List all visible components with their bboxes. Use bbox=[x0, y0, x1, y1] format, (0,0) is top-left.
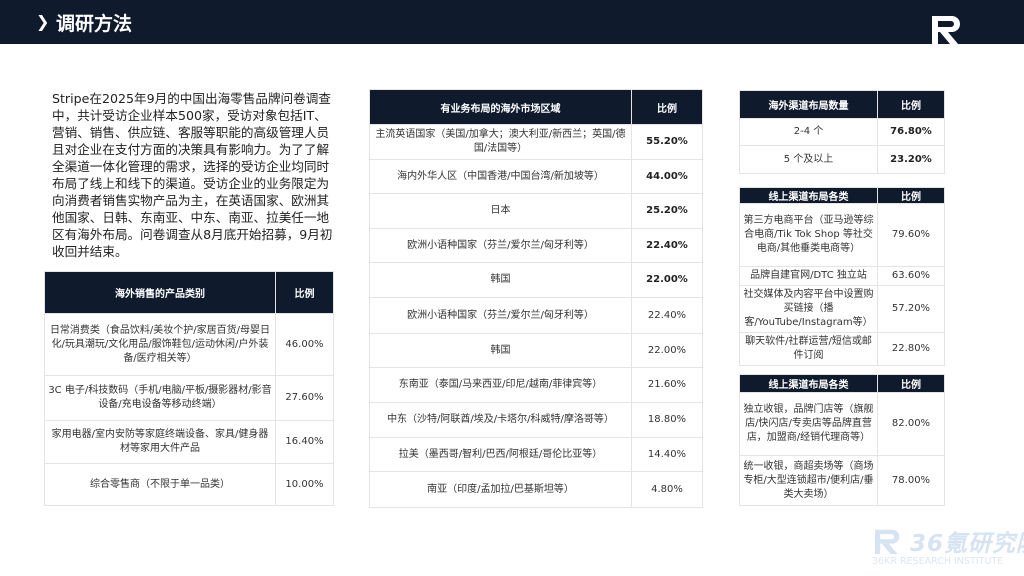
ratio-cell: 27.60% bbox=[275, 375, 334, 421]
label-cell: 主流英语国家（美国/加拿大；澳大利亚/新西兰；英国/德国/法国等） bbox=[369, 124, 632, 160]
label-cell: 拉美（墨西哥/智利/巴西/阿根廷/哥伦比亚等） bbox=[369, 437, 632, 472]
ratio-cell: 55.20% bbox=[631, 124, 703, 160]
watermark-logo-icon bbox=[875, 529, 900, 554]
table-row: 日常消费类（食品饮料/美妆个护/家居百货/母婴日化/玩具潮玩/文化用品/服饰鞋包… bbox=[44, 313, 334, 376]
label-cell: 日常消费类（食品饮料/美妆个护/家居百货/母婴日化/玩具潮玩/文化用品/服饰鞋包… bbox=[44, 313, 276, 376]
table-row: 欧洲小语种国家（芬兰/爱尔兰/匈牙利等） 22.40% bbox=[369, 228, 703, 263]
ratio-cell: 82.00% bbox=[877, 392, 945, 456]
chevron-right-icon: ❯ bbox=[36, 12, 50, 31]
label-cell: 品牌自建官网/DTC 独立站 bbox=[739, 266, 878, 286]
label-cell: 2-4 个 bbox=[739, 118, 878, 146]
label-cell: 海内外华人区（中国香港/中国台湾/新加坡等） bbox=[369, 159, 632, 194]
ratio-cell: 4.80% bbox=[631, 471, 703, 508]
label-cell: 第三方电商平台（亚马逊等综合电商/Tik Tok Shop 等社交电商/其他垂类… bbox=[739, 203, 878, 267]
table-row: 日本 25.20% bbox=[369, 193, 703, 229]
ratio-cell: 14.40% bbox=[631, 437, 703, 472]
table-row: 第三方电商平台（亚马逊等综合电商/Tik Tok Shop 等社交电商/其他垂类… bbox=[739, 203, 945, 267]
column-header: 线上渠道布局各类 bbox=[739, 374, 878, 393]
column-header: 比例 bbox=[877, 90, 945, 119]
column-header: 比例 bbox=[877, 187, 945, 204]
table-row: 2-4 个 76.80% bbox=[739, 118, 945, 146]
table-row: 统一收银，商超卖场等（商场专柜/大型连锁超市/便利店/垂类大卖场） 78.00% bbox=[739, 455, 945, 506]
label-cell: 社交媒体及内容平台中设置购买链接（播客/YouTube/Instagram等） bbox=[739, 285, 878, 333]
label-cell: 欧洲小语种国家（芬兰/爱尔兰/匈牙利等） bbox=[369, 297, 632, 334]
offline-channel-table: 线上渠道布局各类 比例 独立收银，品牌门店等（旗舰店/快闪店/专卖店等品牌直营店，加… bbox=[739, 374, 945, 506]
ratio-cell: 79.60% bbox=[877, 203, 945, 267]
intro-paragraph: Stripe在2025年9月的中国出海零售品牌问卷调查中，共计受访企业样本500… bbox=[52, 91, 333, 259]
table-row: 聊天软件/社群运营/短信或邮件订阅 22.80% bbox=[739, 332, 945, 366]
label-cell: 南亚（印度/孟加拉/巴基斯坦等） bbox=[369, 471, 632, 508]
column-header: 有业务布局的海外市场区域 bbox=[369, 89, 632, 125]
table-row: 家用电器/室内安防等家庭终端设备、家具/健身器材等家用大件产品 16.40% bbox=[44, 420, 334, 464]
table-row: 中东（沙特/阿联酋/埃及/卡塔尔/科威特/摩洛哥等） 18.80% bbox=[369, 402, 703, 438]
online-channel-table: 线上渠道布局各类 比例 第三方电商平台（亚马逊等综合电商/Tik Tok Shop … bbox=[739, 187, 945, 366]
watermark-cn: 36氪研究院 bbox=[910, 531, 1024, 557]
label-cell: 中东（沙特/阿联酋/埃及/卡塔尔/科威特/摩洛哥等） bbox=[369, 402, 632, 438]
column-header: 海外销售的产品类别 bbox=[44, 271, 276, 314]
ratio-cell: 22.40% bbox=[631, 297, 703, 334]
ratio-cell: 23.20% bbox=[877, 145, 945, 174]
channel-count-table: 海外渠道布局数量 比例 2-4 个 76.80% 5 个及以上 23.20% bbox=[739, 90, 945, 174]
ratio-cell: 22.00% bbox=[631, 262, 703, 298]
label-cell: 欧洲小语种国家（芬兰/爱尔兰/匈牙利等） bbox=[369, 228, 632, 263]
label-cell: 5 个及以上 bbox=[739, 145, 878, 174]
ratio-cell: 10.00% bbox=[275, 463, 334, 506]
column-header: 比例 bbox=[631, 89, 703, 125]
ratio-cell: 46.00% bbox=[275, 313, 334, 376]
markets-table: 有业务布局的海外市场区域 比例 主流英语国家（美国/加拿大；澳大利亚/新西兰；英国/… bbox=[369, 89, 703, 508]
table-row: 韩国 22.00% bbox=[369, 333, 703, 368]
ratio-cell: 22.80% bbox=[877, 332, 945, 366]
products-table: 海外销售的产品类别 比例 日常消费类（食品饮料/美妆个护/家居百货/母婴日化/玩具潮… bbox=[44, 271, 334, 506]
label-cell: 韩国 bbox=[369, 333, 632, 368]
header-bar: ❯ 调研方法 bbox=[0, 0, 1024, 44]
column-header: 海外渠道布局数量 bbox=[739, 90, 878, 119]
label-cell: 日本 bbox=[369, 193, 632, 229]
36kr-logo-icon bbox=[932, 16, 960, 44]
ratio-cell: 76.80% bbox=[877, 118, 945, 146]
label-cell: 独立收银，品牌门店等（旗舰店/快闪店/专卖店等品牌直营店，加盟商/经销代理商等） bbox=[739, 392, 878, 456]
label-cell: 综合零售商（不限于单一品类） bbox=[44, 463, 276, 506]
table-row: 3C 电子/科技数码（手机/电脑/平板/摄影器材/影音设备/充电设备等移动终端）… bbox=[44, 375, 334, 421]
column-header: 比例 bbox=[877, 374, 945, 393]
table-row: 海内外华人区（中国香港/中国台湾/新加坡等） 44.00% bbox=[369, 159, 703, 194]
table-row: 独立收银，品牌门店等（旗舰店/快闪店/专卖店等品牌直营店，加盟商/经销代理商等）… bbox=[739, 392, 945, 456]
column-header: 比例 bbox=[275, 271, 334, 314]
label-cell: 韩国 bbox=[369, 262, 632, 298]
ratio-cell: 44.00% bbox=[631, 159, 703, 194]
table-row: 社交媒体及内容平台中设置购买链接（播客/YouTube/Instagram等） 5… bbox=[739, 285, 945, 333]
table-row: 东南亚（泰国/马来西亚/印尼/越南/菲律宾等） 21.60% bbox=[369, 367, 703, 403]
ratio-cell: 78.00% bbox=[877, 455, 945, 506]
ratio-cell: 18.80% bbox=[631, 402, 703, 438]
page-title: 调研方法 bbox=[56, 13, 133, 35]
table-row: 欧洲小语种国家（芬兰/爱尔兰/匈牙利等） 22.40% bbox=[369, 297, 703, 334]
column-header: 线上渠道布局各类 bbox=[739, 187, 878, 204]
ratio-cell: 22.40% bbox=[631, 228, 703, 263]
ratio-cell: 16.40% bbox=[275, 420, 334, 464]
table-row: 南亚（印度/孟加拉/巴基斯坦等） 4.80% bbox=[369, 471, 703, 508]
table-row: 综合零售商（不限于单一品类） 10.00% bbox=[44, 463, 334, 506]
table-row: 韩国 22.00% bbox=[369, 262, 703, 298]
label-cell: 3C 电子/科技数码（手机/电脑/平板/摄影器材/影音设备/充电设备等移动终端） bbox=[44, 375, 276, 421]
ratio-cell: 57.20% bbox=[877, 285, 945, 333]
table-row: 拉美（墨西哥/智利/巴西/阿根廷/哥伦比亚等） 14.40% bbox=[369, 437, 703, 472]
ratio-cell: 63.60% bbox=[877, 266, 945, 286]
table-row: 5 个及以上 23.20% bbox=[739, 145, 945, 174]
label-cell: 东南亚（泰国/马来西亚/印尼/越南/菲律宾等） bbox=[369, 367, 632, 403]
ratio-cell: 22.00% bbox=[631, 333, 703, 368]
label-cell: 聊天软件/社群运营/短信或邮件订阅 bbox=[739, 332, 878, 366]
ratio-cell: 25.20% bbox=[631, 193, 703, 229]
table-row: 主流英语国家（美国/加拿大；澳大利亚/新西兰；英国/德国/法国等） 55.20% bbox=[369, 124, 703, 160]
watermark-en: 36KR RESEARCH INSTITUTE bbox=[872, 556, 1004, 567]
label-cell: 家用电器/室内安防等家庭终端设备、家具/健身器材等家用大件产品 bbox=[44, 420, 276, 464]
ratio-cell: 21.60% bbox=[631, 367, 703, 403]
label-cell: 统一收银，商超卖场等（商场专柜/大型连锁超市/便利店/垂类大卖场） bbox=[739, 455, 878, 506]
table-row: 品牌自建官网/DTC 独立站 63.60% bbox=[739, 266, 945, 286]
